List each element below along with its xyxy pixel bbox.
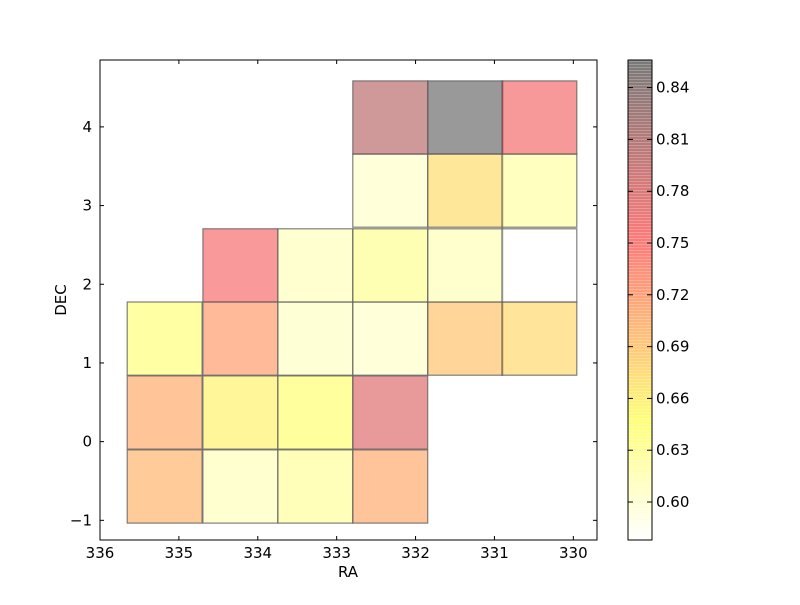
heatmap-cell bbox=[202, 228, 279, 303]
heatmap-cell bbox=[352, 375, 429, 450]
colorbar-tick-label: 0.69 bbox=[656, 338, 689, 356]
heatmap-cell bbox=[352, 449, 429, 524]
x-tick-label: 331 bbox=[480, 544, 509, 562]
y-tick-label: 1 bbox=[82, 354, 92, 372]
heatmap-cell bbox=[352, 228, 429, 303]
heatmap-cell bbox=[126, 449, 203, 524]
axes-layer: 336 335 334 333 332 331 330 −1 0 1 2 3 4 bbox=[70, 60, 597, 562]
heatmap-cell bbox=[427, 228, 504, 303]
heatmap-cell bbox=[427, 301, 504, 376]
heatmap-cell bbox=[277, 375, 354, 450]
heatmap-cell bbox=[277, 228, 354, 303]
heatmap-cell bbox=[501, 228, 578, 303]
heatmap-cell bbox=[277, 449, 354, 524]
heatmap-cell bbox=[501, 80, 578, 155]
colorbar-tick-label: 0.63 bbox=[656, 441, 689, 459]
y-axis-label: DEC bbox=[52, 284, 70, 316]
heatmap-cell bbox=[501, 153, 578, 228]
colorbar-tick-label: 0.81 bbox=[656, 130, 689, 148]
heatmap-cell bbox=[352, 80, 429, 155]
heatmap-cell bbox=[427, 153, 504, 228]
x-tick-label: 336 bbox=[86, 544, 115, 562]
colorbar-tick-label: 0.75 bbox=[656, 234, 689, 252]
colorbar-tick-label: 0.78 bbox=[656, 182, 689, 200]
heatmap-cell bbox=[202, 301, 279, 376]
cells-layer bbox=[126, 80, 578, 524]
heatmap-cell bbox=[501, 301, 578, 376]
heatmap-cell bbox=[352, 301, 429, 376]
x-tick-label: 334 bbox=[243, 544, 272, 562]
heatmap-cell bbox=[126, 301, 203, 376]
plot-frame bbox=[99, 59, 598, 541]
colorbar-tick-label: 0.60 bbox=[656, 493, 689, 511]
colorbar-frame bbox=[627, 59, 653, 541]
colorbar-lines bbox=[628, 59, 652, 541]
heatmap-cell bbox=[126, 375, 203, 450]
colorbar-tick-label: 0.72 bbox=[656, 286, 689, 304]
colorbar-tick-label: 0.84 bbox=[656, 79, 689, 97]
x-tick-label: 330 bbox=[559, 544, 588, 562]
y-tick-label: 2 bbox=[82, 275, 92, 293]
heatmap-cell bbox=[202, 375, 279, 450]
y-tick-label: −1 bbox=[70, 511, 92, 529]
heatmap-cell bbox=[277, 301, 354, 376]
x-tick-label: 333 bbox=[322, 544, 351, 562]
colorbar-tick-label: 0.66 bbox=[656, 389, 689, 407]
colorbar-ticks: 0.60 0.63 0.66 0.69 0.72 0.75 0.78 0.81 0.84 bbox=[628, 79, 689, 511]
y-tick-label: 3 bbox=[82, 197, 92, 215]
y-tick-label: 0 bbox=[82, 433, 92, 451]
x-tick-label: 335 bbox=[165, 544, 194, 562]
heatmap-cell bbox=[202, 449, 279, 524]
x-tick-label: 332 bbox=[401, 544, 430, 562]
heatmap-cell bbox=[352, 153, 429, 228]
heatmap-cell bbox=[427, 80, 504, 155]
x-axis-label: RA bbox=[338, 563, 359, 581]
y-tick-label: 4 bbox=[82, 118, 92, 136]
